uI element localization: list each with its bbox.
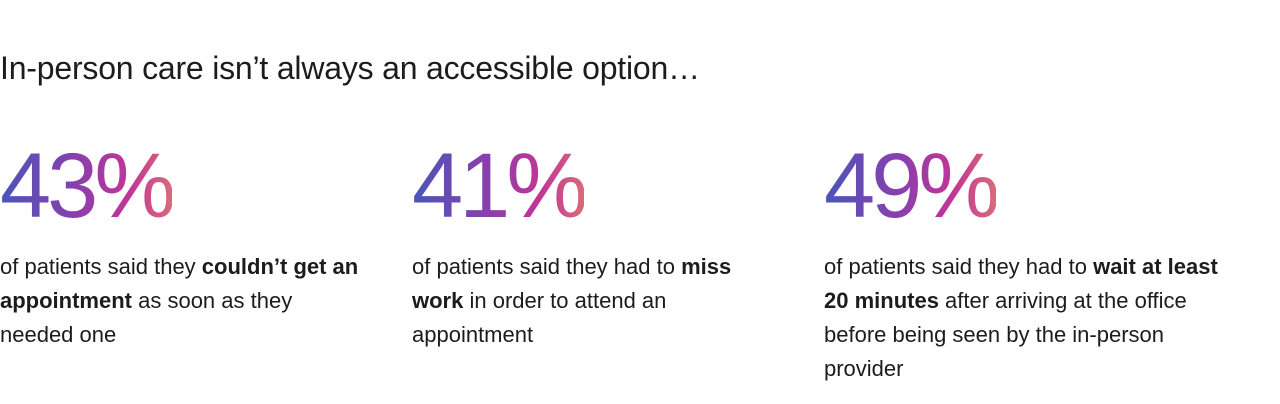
stat-description: of patients said they had to miss work i… (412, 250, 772, 352)
stat-description-emphasis: couldn’t get an appointment (0, 254, 359, 313)
stat-percentage: 43% (0, 135, 176, 237)
stat-description-text: after arriving at the office before bein… (824, 288, 1187, 381)
stat-description-text: as soon as they needed one (0, 288, 293, 347)
stat-percentage: 41% (412, 135, 588, 237)
stat-description: of patients said they couldn’t get an ap… (0, 250, 360, 352)
stat-description-text: in order to attend an appointment (412, 288, 667, 347)
stat-percentage: 49% (824, 135, 1000, 237)
stat-description-emphasis: wait at least 20 minutes (824, 254, 1218, 313)
stat-description-text: of patients said they (0, 254, 202, 279)
stat-card-wait-time: 49% of patients said they had to wait at… (824, 140, 1224, 386)
stat-description: of patients said they had to wait at lea… (824, 250, 1224, 386)
stat-description-emphasis: miss work (412, 254, 732, 313)
stat-description-text: of patients said they had to (824, 254, 1094, 279)
stat-card-appointment: 43% of patients said they couldn’t get a… (0, 140, 360, 352)
page-headline: In-person care isn’t always an accessibl… (0, 50, 700, 86)
stat-card-miss-work: 41% of patients said they had to miss wo… (412, 140, 772, 352)
stat-description-text: of patients said they had to (412, 254, 682, 279)
